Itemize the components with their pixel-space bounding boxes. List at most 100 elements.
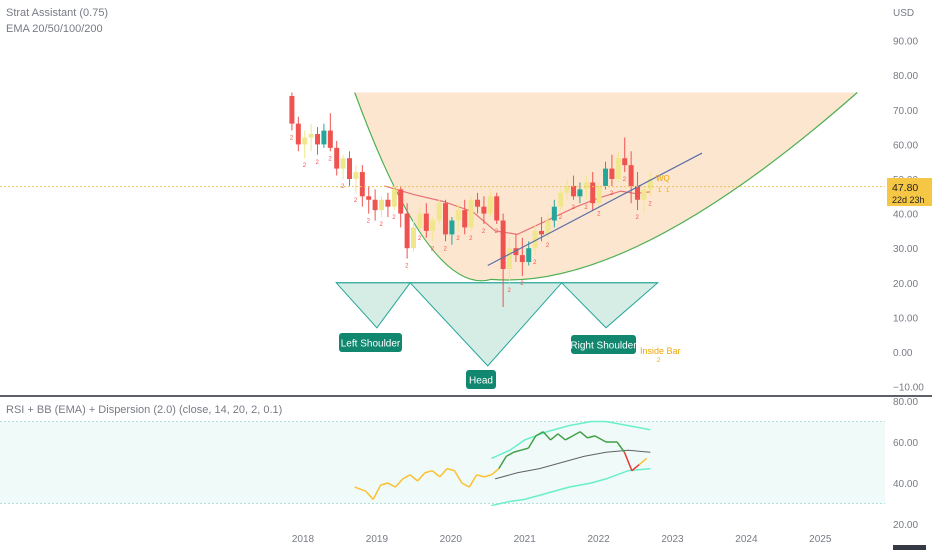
candle-body <box>347 158 353 179</box>
rsi-segment <box>579 431 588 439</box>
bb-upper-line <box>491 420 651 460</box>
strat-marker-2: 2 <box>610 191 614 197</box>
price-tick-label: 30.00 <box>893 244 918 255</box>
price-axis-labels: 90.0080.0070.0060.0050.0040.0030.0020.00… <box>893 37 924 394</box>
rsi-tick-label: 40.00 <box>893 479 918 490</box>
candle-body <box>449 220 455 235</box>
rsi-segment <box>594 435 607 443</box>
candle-body <box>353 172 359 179</box>
time-tick-label: 2018 <box>292 534 315 545</box>
left-shoulder-label[interactable]: Left Shoulder <box>339 333 402 352</box>
rsi-segment <box>461 482 470 488</box>
time-tick-label: 2023 <box>661 534 684 545</box>
time-axis-strip[interactable] <box>0 528 885 550</box>
rsi-segment <box>476 474 485 478</box>
last-price-value: 47.80 <box>892 182 918 194</box>
candle-body <box>571 185 577 197</box>
trendline-layer[interactable] <box>487 152 703 267</box>
cup-outline <box>354 92 858 282</box>
inside-bar-marker: 2 <box>657 358 661 364</box>
candle-body <box>315 134 321 145</box>
rsi-segment <box>365 490 374 500</box>
indicator-ema[interactable]: EMA 20/50/100/200 <box>6 23 103 35</box>
time-tick-label: 2022 <box>587 534 610 545</box>
strat-marker-2: 2 <box>316 160 320 166</box>
rsi-segment <box>416 472 426 482</box>
rsi-segment <box>527 435 537 449</box>
pane-separator[interactable] <box>0 395 932 397</box>
candle-body <box>558 192 564 207</box>
price-axis-strip[interactable] <box>885 0 932 550</box>
rsi-layer <box>0 420 885 507</box>
rsi-segment <box>394 478 404 488</box>
candle-body <box>615 158 621 179</box>
strat-marker-2: 2 <box>328 156 332 162</box>
rsi-tick-label: 80.00 <box>893 397 918 408</box>
ema-layer <box>384 185 651 235</box>
candle-body <box>430 220 436 231</box>
time-axis-labels: 2018 2019 2020 2021 2022 2023 2024 2025 <box>292 534 832 545</box>
rsi-segment <box>616 441 626 453</box>
candle-body <box>411 227 417 249</box>
rsi-segment <box>387 482 396 488</box>
current-bar-mark-1: 1 <box>658 188 662 194</box>
candle-body <box>609 168 615 179</box>
head-shoulders-layer <box>335 282 660 367</box>
price-tick-label: 20.00 <box>893 279 918 290</box>
strat-marker-2: 2 <box>367 219 371 225</box>
candle-body <box>289 95 295 124</box>
strat-marker-2: 2 <box>405 264 409 270</box>
candle-body <box>487 196 493 214</box>
right-shoulder-text: Right Shoulder <box>570 341 637 352</box>
rsi-segment <box>638 457 648 466</box>
candle-body <box>391 189 397 207</box>
strat-marker-2: 2 <box>648 201 652 207</box>
candle-body <box>372 199 378 211</box>
last-price-badge[interactable]: 47.80 22d 23h <box>887 178 932 206</box>
price-tick-label: −10.00 <box>893 383 924 394</box>
candle-body <box>507 248 513 269</box>
strat-marker-2: 2 <box>418 236 422 242</box>
candles-layer[interactable] <box>289 92 653 308</box>
strat-marker-2: 2 <box>303 163 307 169</box>
rsi-segment <box>520 447 529 451</box>
rsi-panel-title[interactable]: RSI + BB (EMA) + Dispersion (2.0) (close… <box>6 404 282 416</box>
rsi-segment <box>513 449 522 453</box>
strat-marker-2: 2 <box>392 215 396 221</box>
candle-body <box>526 248 532 263</box>
currency-label: USD <box>893 8 914 19</box>
strat-marker-2: 2 <box>559 215 563 221</box>
rsi-segment <box>550 433 559 441</box>
time-tick-label: 2020 <box>440 534 463 545</box>
indicator-strat-assistant[interactable]: Strat Assistant (0.75) <box>6 7 108 19</box>
head-label[interactable]: Head <box>466 370 496 389</box>
scroll-indicator[interactable] <box>893 545 926 550</box>
candle-body <box>295 123 301 145</box>
inside-bar-label[interactable]: Inside Bar <box>640 346 681 356</box>
price-tick-label: 0.00 <box>893 348 913 359</box>
rsi-segment <box>542 431 552 441</box>
candle-body <box>622 158 628 166</box>
rsi-segment <box>380 482 389 486</box>
rsi-segment <box>498 455 507 470</box>
rsi-axis-labels: 80.00 60.00 40.00 20.00 <box>893 397 918 531</box>
time-tick-label: 2021 <box>514 534 537 545</box>
rsi-segment <box>587 435 596 439</box>
strat-marker-2: 2 <box>520 281 524 287</box>
right-shoulder-label[interactable]: Right Shoulder <box>570 335 637 354</box>
candle-body <box>545 220 551 235</box>
candle-body <box>327 130 333 148</box>
candle-body <box>519 255 525 263</box>
price-tick-label: 40.00 <box>893 210 918 221</box>
rsi-segment <box>631 463 640 472</box>
candle-body <box>423 213 429 231</box>
rsi-tick-label: 20.00 <box>893 520 918 531</box>
candle-body <box>308 134 314 138</box>
strat-marker-2: 2 <box>482 229 486 235</box>
time-tick-label: 2019 <box>366 534 389 545</box>
rsi-segment <box>372 484 382 500</box>
rsi-segment <box>535 431 544 437</box>
candle-body <box>647 179 653 190</box>
